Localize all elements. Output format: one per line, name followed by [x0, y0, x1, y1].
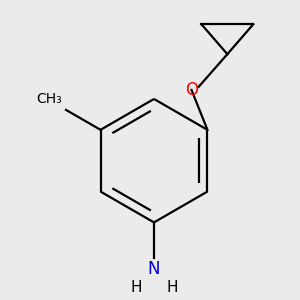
Text: O: O	[185, 81, 198, 99]
Text: N: N	[148, 260, 160, 278]
Text: CH₃: CH₃	[36, 92, 62, 106]
Text: H: H	[130, 280, 142, 295]
Text: H: H	[166, 280, 178, 295]
